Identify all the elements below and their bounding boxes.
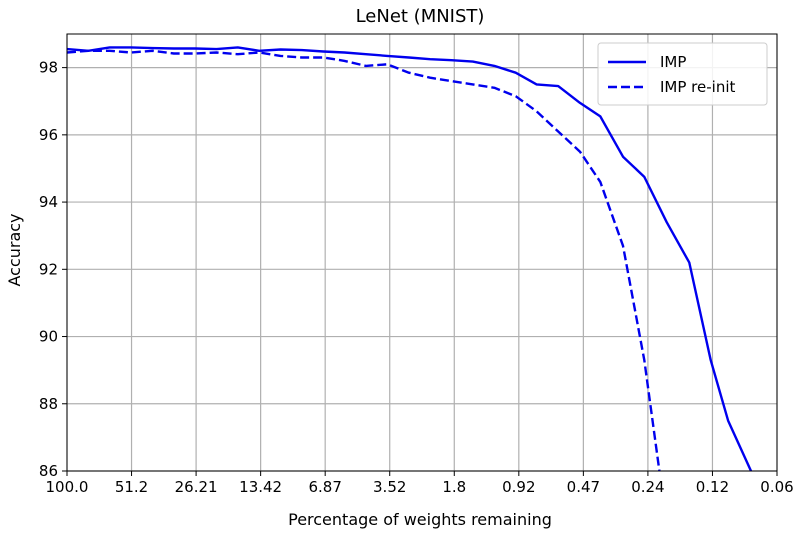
y-tick-label: 96: [39, 126, 58, 144]
y-tick-label: 92: [39, 260, 58, 278]
legend: IMP IMP re-init: [597, 42, 768, 106]
legend-label: IMP re-init: [660, 78, 735, 96]
y-tick-label: 86: [39, 462, 58, 480]
x-tick-label: 0.12: [696, 478, 729, 496]
series-line-imp-reinit: [66, 49, 661, 472]
y-axis-label: Accuracy: [5, 213, 24, 286]
x-tick-label: 51.2: [115, 478, 148, 496]
x-tick-label: 13.42: [239, 478, 282, 496]
x-tick-label: 26.21: [175, 478, 218, 496]
y-tick-label: 90: [39, 328, 58, 346]
x-tick-label: 0.92: [502, 478, 535, 496]
y-tick-label: 94: [39, 193, 58, 211]
x-axis: 100.0 51.2 26.21 13.42 6.87 3.52 1.8 0.92 0.47 0.…: [46, 471, 794, 496]
x-tick-label: 6.87: [308, 478, 341, 496]
chart-title: LeNet (MNIST): [356, 6, 485, 27]
x-tick-label: 3.52: [373, 478, 406, 496]
x-tick-label: 1.8: [442, 478, 466, 496]
series-layer: [66, 46, 753, 472]
x-tick-label: 0.24: [631, 478, 664, 496]
x-tick-label: 0.47: [567, 478, 600, 496]
legend-label: IMP: [660, 53, 686, 71]
y-tick-label: 88: [39, 395, 58, 413]
x-tick-label: 0.06: [760, 478, 793, 496]
plot-frame: [66, 33, 778, 472]
x-tick-label: 100.0: [46, 478, 89, 496]
legend-box: [597, 42, 768, 106]
y-axis: 86 88 90 92 94 96 98: [39, 59, 67, 480]
series-line-imp: [66, 46, 753, 472]
y-tick-label: 98: [39, 59, 58, 77]
x-axis-label: Percentage of weights remaining: [288, 510, 552, 529]
